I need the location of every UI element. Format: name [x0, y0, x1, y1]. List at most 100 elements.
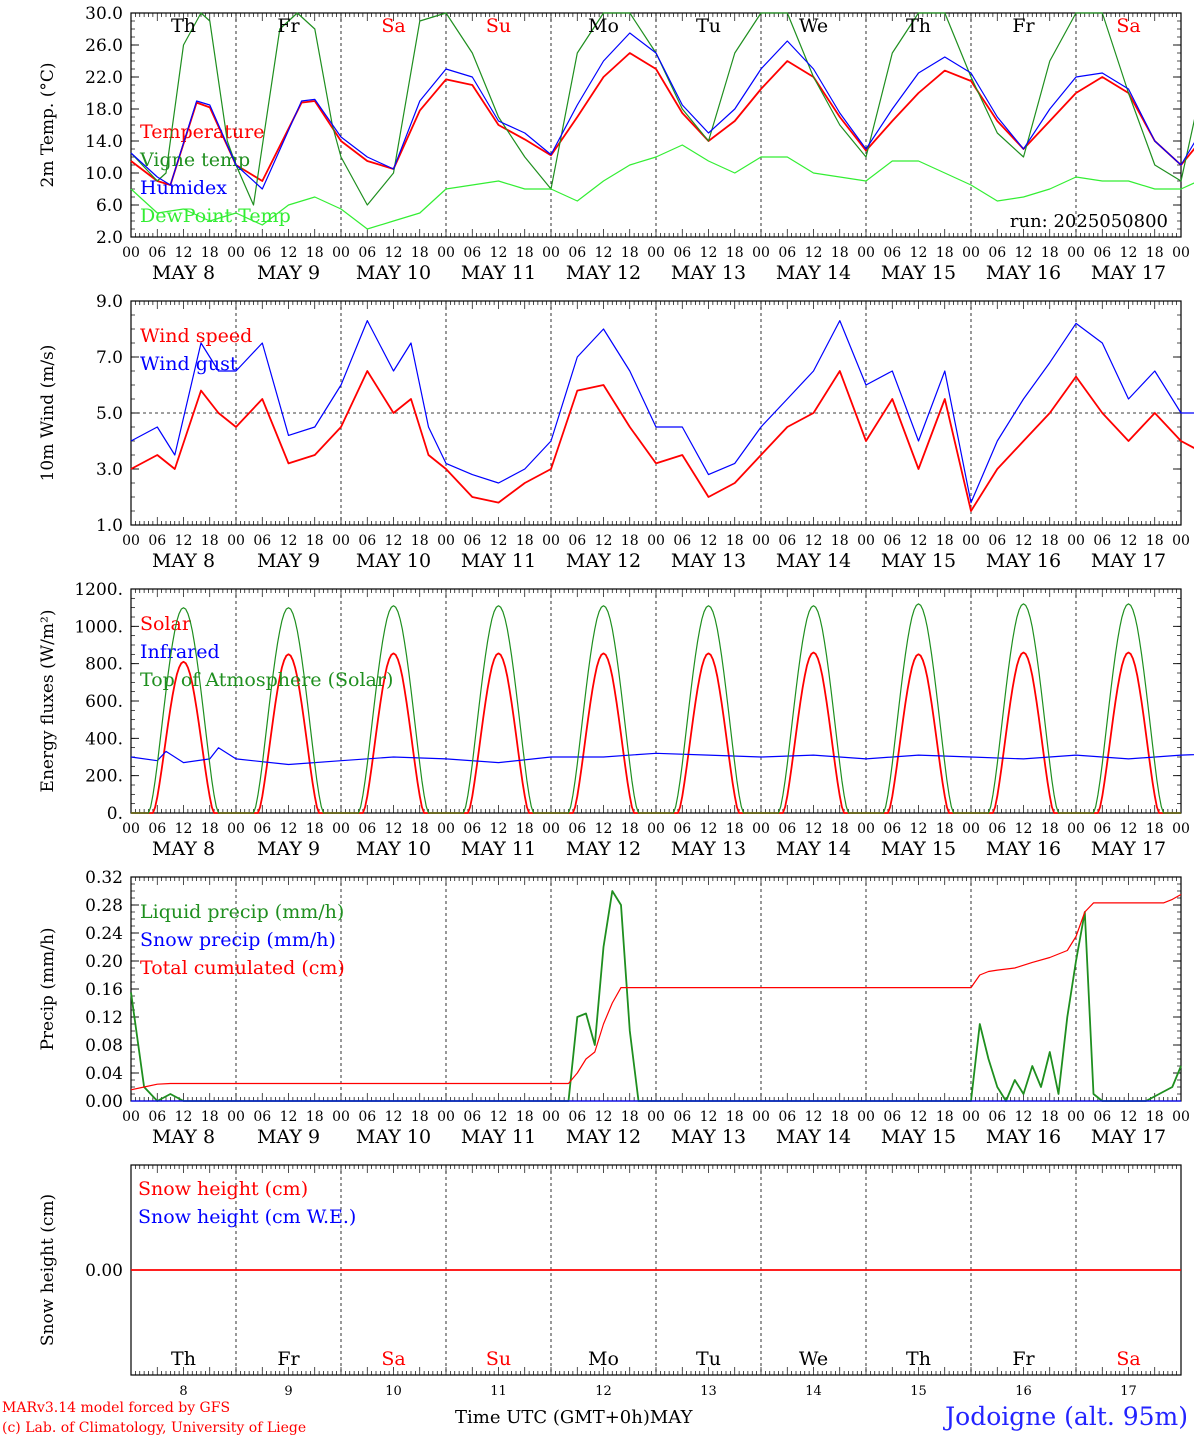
hour-tick-label: 18: [516, 821, 534, 837]
hour-tick-label: 18: [411, 533, 429, 549]
hour-tick-label: 12: [385, 533, 403, 549]
hour-tick-label: 00: [647, 245, 665, 261]
y-tick-label: 0.28: [85, 896, 123, 916]
hour-tick-label: 06: [253, 533, 271, 549]
hour-tick-label: 12: [490, 821, 508, 837]
hour-tick-label: 06: [463, 245, 481, 261]
y-tick-label: 7.0: [96, 348, 123, 368]
series-line-dewpoint-temp: [130, 144, 1194, 230]
model-credit: MARv3.14 model forced by GFS: [2, 1400, 231, 1416]
hour-tick-label: 00: [437, 245, 455, 261]
day-number-label: 12: [595, 1384, 612, 1399]
hour-tick-label: 06: [673, 821, 691, 837]
hour-tick-label: 18: [936, 821, 954, 837]
hour-tick-label: 06: [358, 1109, 376, 1125]
legend-entry: Humidex: [140, 177, 227, 199]
date-label: MAY 14: [776, 1126, 851, 1148]
date-label: MAY 17: [1091, 1126, 1166, 1148]
hour-tick-label: 06: [778, 245, 796, 261]
hour-tick-label: 00: [1172, 1109, 1190, 1125]
day-number-label: 15: [910, 1384, 927, 1399]
hour-tick-label: 00: [542, 245, 560, 261]
hour-tick-label: 06: [883, 1109, 901, 1125]
hour-tick-label: 18: [936, 533, 954, 549]
hour-tick-label: 00: [962, 245, 980, 261]
hour-tick-label: 00: [122, 1109, 140, 1125]
date-label: MAY 14: [776, 838, 851, 860]
date-label: MAY 9: [257, 838, 320, 860]
hour-tick-label: 12: [700, 245, 718, 261]
hour-tick-label: 00: [1067, 1109, 1085, 1125]
hour-tick-label: 06: [988, 1109, 1006, 1125]
hour-tick-label: 06: [883, 533, 901, 549]
weekday-label: Sa: [1116, 1348, 1140, 1370]
hour-tick-label: 00: [647, 821, 665, 837]
hour-tick-label: 00: [1067, 533, 1085, 549]
station-name: Jodoigne (alt. 95m): [945, 1402, 1188, 1431]
legend-entry: Top of Atmosphere (Solar): [140, 669, 393, 691]
time-axis-label: Time UTC (GMT+0h)MAY: [455, 1407, 692, 1428]
hour-tick-label: 18: [201, 533, 219, 549]
hour-tick-label: 06: [1093, 533, 1111, 549]
y-tick-label: 0.: [107, 804, 123, 824]
hour-tick-label: 18: [726, 533, 744, 549]
weekday-label: Th: [906, 1348, 931, 1370]
date-label: MAY 17: [1091, 838, 1166, 860]
hour-tick-label: 06: [568, 533, 586, 549]
hour-tick-label: 06: [778, 1109, 796, 1125]
hour-tick-label: 18: [516, 245, 534, 261]
weekday-label: Fr: [277, 15, 300, 37]
y-tick-label: 1200.: [74, 580, 123, 600]
date-label: MAY 16: [986, 550, 1061, 572]
hour-tick-label: 18: [831, 821, 849, 837]
legend-entry: Solar: [140, 613, 192, 635]
hour-tick-label: 18: [621, 245, 639, 261]
hour-tick-label: 18: [1146, 821, 1164, 837]
hour-tick-label: 00: [752, 245, 770, 261]
weekday-label: Sa: [1116, 15, 1140, 37]
panel-frame: [130, 588, 1182, 814]
date-label: MAY 14: [776, 262, 851, 284]
series-line-vigne-temp: [130, 12, 1194, 206]
hour-tick-label: 12: [1120, 1109, 1138, 1125]
hour-tick-label: 12: [280, 533, 298, 549]
day-number-label: 16: [1015, 1384, 1032, 1399]
hour-tick-label: 00: [542, 821, 560, 837]
panel-frame: [130, 12, 1182, 238]
y-tick-label: 400.: [85, 729, 123, 749]
weekday-label: Fr: [277, 1348, 300, 1370]
weekday-label: Su: [486, 1348, 511, 1370]
hour-tick-label: 12: [700, 533, 718, 549]
date-label: MAY 10: [356, 838, 431, 860]
hour-tick-label: 12: [175, 533, 193, 549]
date-label: MAY 8: [152, 1126, 215, 1148]
day-number-label: 13: [700, 1384, 717, 1399]
y-tick-label: 0.08: [85, 1036, 123, 1056]
hour-tick-label: 12: [700, 1109, 718, 1125]
hour-tick-label: 18: [1041, 533, 1059, 549]
y-tick-label: 200.: [85, 767, 123, 787]
weekday-label: Th: [171, 15, 196, 37]
weekday-label: Mo: [588, 15, 619, 37]
panel-4: 0.00 0.04 0.08 0.12 0.16 0.20 0.24 0.28 0.32 Prec…: [38, 868, 1190, 1148]
hour-tick-label: 12: [1015, 533, 1033, 549]
series-line-humidex: [130, 32, 1194, 190]
y-tick-label: 14.0: [85, 132, 123, 152]
hour-tick-label: 06: [358, 533, 376, 549]
hour-tick-label: 12: [595, 245, 613, 261]
legend-entry: DewPoint Temp: [140, 205, 291, 227]
hour-tick-label: 00: [332, 821, 350, 837]
legend-entry: Liquid precip (mm/h): [140, 901, 344, 923]
series-line-total-cumulated-cm: [130, 893, 1182, 1091]
day-number-label: 9: [284, 1384, 292, 1399]
weekday-label: We: [799, 1348, 828, 1370]
hour-tick-label: 18: [726, 821, 744, 837]
hour-tick-label: 06: [148, 1109, 166, 1125]
hour-tick-label: 06: [883, 821, 901, 837]
date-label: MAY 17: [1091, 262, 1166, 284]
hour-tick-label: 12: [490, 1109, 508, 1125]
legend-entry: Temperature: [140, 121, 264, 143]
legend-entry: Vigne temp: [139, 149, 250, 171]
hour-tick-label: 00: [437, 821, 455, 837]
hour-tick-label: 00: [1172, 533, 1190, 549]
